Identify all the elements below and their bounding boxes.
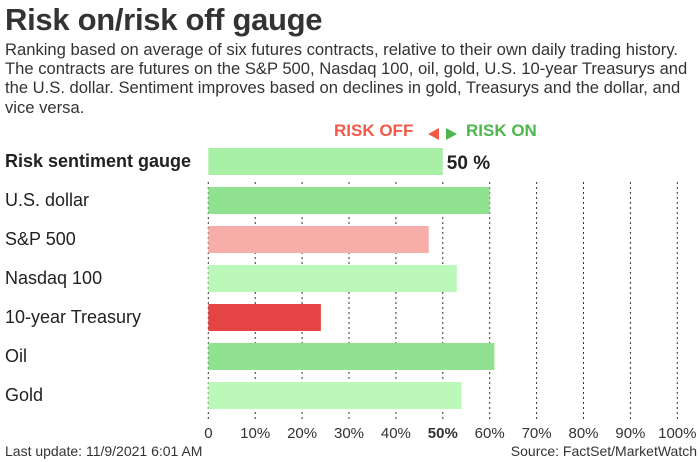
x-tick-label: 30% <box>334 425 364 442</box>
category-label: Gold <box>5 385 44 405</box>
category-label: Oil <box>5 346 27 366</box>
category-label: Risk sentiment gauge <box>5 151 192 171</box>
value-label: 50 % <box>447 153 490 174</box>
x-tick-label: 100% <box>658 425 696 442</box>
bar-risk-sentiment-gauge <box>208 148 443 175</box>
x-tick-label: 70% <box>522 425 552 442</box>
chart-title: Risk on/risk off gauge <box>5 2 323 37</box>
x-tick-label: 20% <box>287 425 317 442</box>
x-tick-label: 40% <box>381 425 411 442</box>
x-tick-label: 80% <box>568 425 598 442</box>
legend-risk-on: RISK ON <box>466 121 537 140</box>
x-tick-label: 90% <box>615 425 645 442</box>
bar-u-s-dollar <box>208 187 490 214</box>
x-tick-label: 50% <box>428 425 458 442</box>
bar-10-year-treasury <box>208 304 321 331</box>
risk-off-arrow-icon <box>428 128 439 140</box>
legend-risk-off: RISK OFF <box>334 121 414 140</box>
chart-description: Ranking based on average of six futures … <box>5 40 688 117</box>
x-tick-label: 0 <box>204 425 212 442</box>
category-label: U.S. dollar <box>5 190 90 210</box>
last-update: Last update: 11/9/2021 6:01 AM <box>5 443 203 459</box>
category-label: 10-year Treasury <box>5 307 142 327</box>
x-tick-label: 10% <box>240 425 270 442</box>
category-label: Nasdaq 100 <box>5 268 103 288</box>
bar-s-p-500 <box>208 226 429 253</box>
x-tick-label: 60% <box>475 425 505 442</box>
source: Source: FactSet/MarketWatch <box>510 443 697 459</box>
bar-oil <box>208 343 495 370</box>
bar-nasdaq-100 <box>208 265 457 292</box>
bar-gold <box>208 382 462 409</box>
risk-on-arrow-icon <box>446 128 457 140</box>
category-label: S&P 500 <box>5 229 76 249</box>
